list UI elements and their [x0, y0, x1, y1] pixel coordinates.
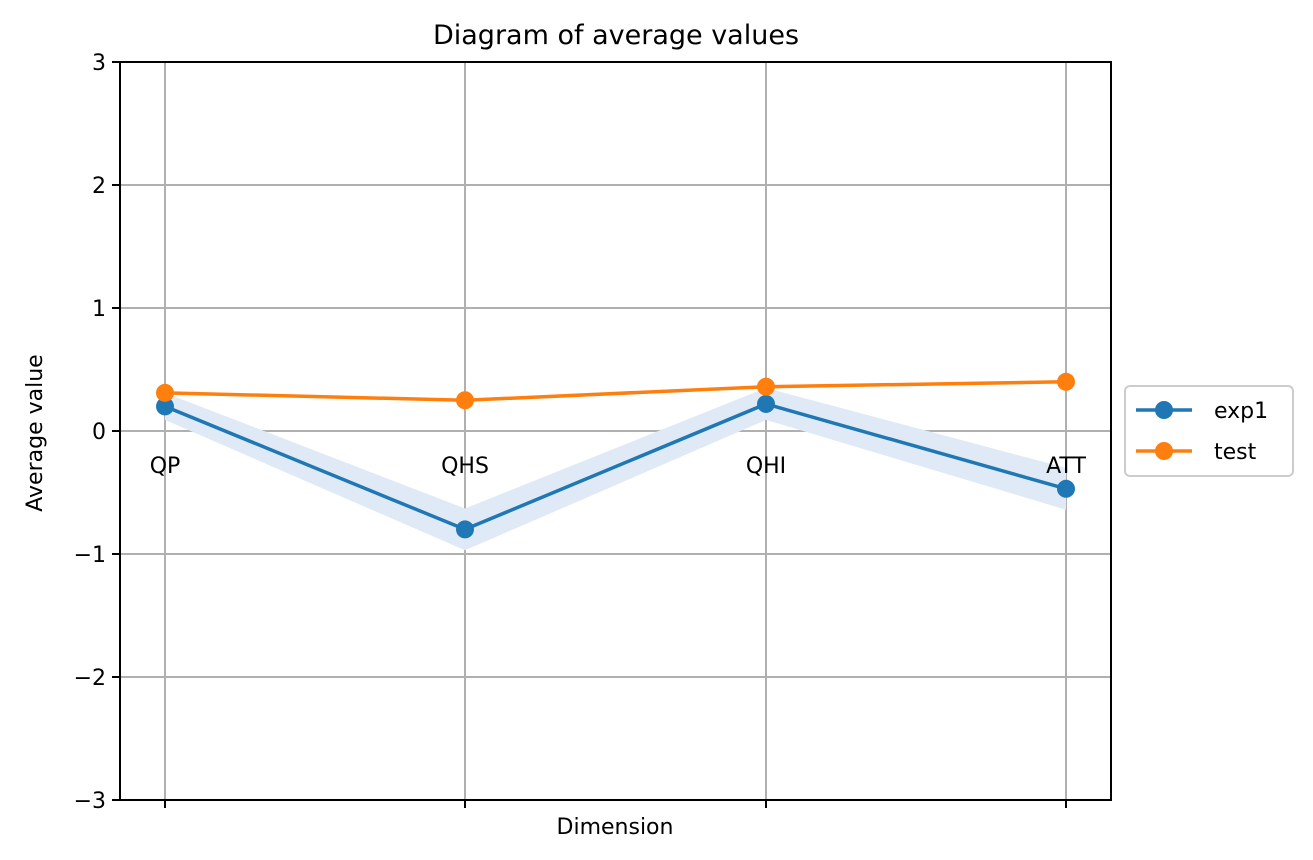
y-ticks: −3 −2 −1 0 1 2 3	[74, 51, 120, 814]
point-test	[757, 377, 775, 396]
legend-label-exp1: exp1	[1214, 399, 1268, 424]
y-tick-label: −1	[74, 543, 106, 568]
point-test	[156, 383, 174, 402]
series-points	[156, 372, 1075, 539]
legend: exp1 test	[1124, 385, 1294, 477]
point-test	[456, 391, 474, 410]
point-test	[1057, 372, 1075, 391]
y-tick-label: −3	[74, 789, 106, 814]
y-axis-label: Average value	[23, 354, 48, 511]
category-label: QHI	[746, 454, 786, 479]
legend-label-test: test	[1214, 440, 1257, 465]
point-exp1	[156, 397, 174, 416]
y-tick-label: 3	[92, 51, 106, 76]
point-exp1	[456, 520, 474, 539]
category-label: ATT	[1046, 454, 1086, 479]
y-tick-label: −2	[74, 666, 106, 691]
point-exp1	[1057, 479, 1075, 498]
x-ticks	[164, 800, 1067, 808]
legend-marker-test	[1155, 442, 1173, 460]
x-axis-label: Dimension	[557, 815, 674, 840]
line-test	[164, 380, 1067, 403]
category-label: QHS	[441, 454, 489, 479]
confidence-bands	[165, 387, 1066, 551]
line-exp1	[164, 402, 1067, 532]
series-lines	[164, 380, 1067, 532]
chart-title: Diagram of average values	[433, 20, 799, 51]
grid	[120, 61, 1111, 801]
y-tick-label: 0	[92, 420, 106, 445]
category-labels: QP QHS QHI ATT	[150, 454, 1087, 479]
category-label: QP	[150, 454, 181, 479]
y-tick-label: 2	[92, 174, 106, 199]
y-tick-label: 1	[92, 297, 106, 322]
band-exp1	[165, 387, 1066, 551]
point-exp1	[757, 394, 775, 413]
legend-marker-exp1	[1155, 401, 1173, 419]
